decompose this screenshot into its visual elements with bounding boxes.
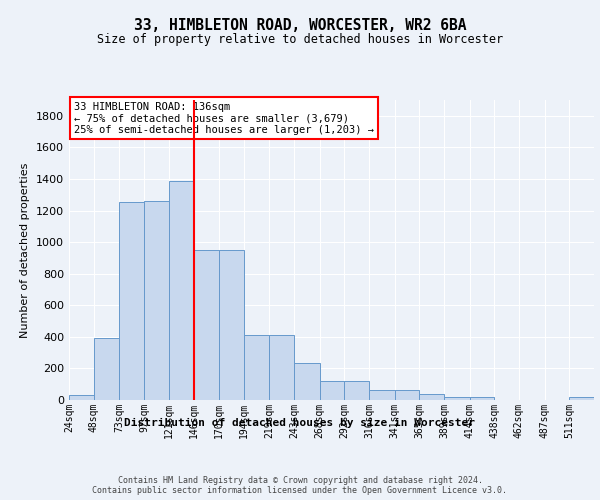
Text: Size of property relative to detached houses in Worcester: Size of property relative to detached ho… (97, 33, 503, 46)
Text: 33 HIMBLETON ROAD: 136sqm
← 75% of detached houses are smaller (3,679)
25% of se: 33 HIMBLETON ROAD: 136sqm ← 75% of detac… (74, 102, 374, 134)
Bar (69, 396, 94, 400)
Text: 33, HIMBLETON ROAD, WORCESTER, WR2 6BA: 33, HIMBLETON ROAD, WORCESTER, WR2 6BA (134, 18, 466, 32)
Bar (395, 390, 419, 400)
Bar (294, 363, 320, 400)
Bar (444, 397, 470, 400)
Bar (119, 202, 144, 400)
Bar (470, 397, 494, 400)
Y-axis label: Number of detached properties: Number of detached properties (20, 162, 31, 338)
Bar (244, 336, 269, 400)
Bar (94, 338, 119, 400)
Bar (194, 250, 219, 400)
Bar (320, 381, 344, 400)
Bar (569, 397, 594, 400)
Text: Contains HM Land Registry data © Crown copyright and database right 2024.
Contai: Contains HM Land Registry data © Crown c… (92, 476, 508, 495)
Bar (219, 250, 244, 400)
Bar (369, 390, 395, 400)
Bar (344, 381, 369, 400)
Bar (419, 394, 444, 400)
Bar (169, 180, 194, 400)
Bar (144, 201, 169, 400)
Text: Distribution of detached houses by size in Worcester: Distribution of detached houses by size … (125, 418, 476, 428)
Bar (269, 336, 294, 400)
